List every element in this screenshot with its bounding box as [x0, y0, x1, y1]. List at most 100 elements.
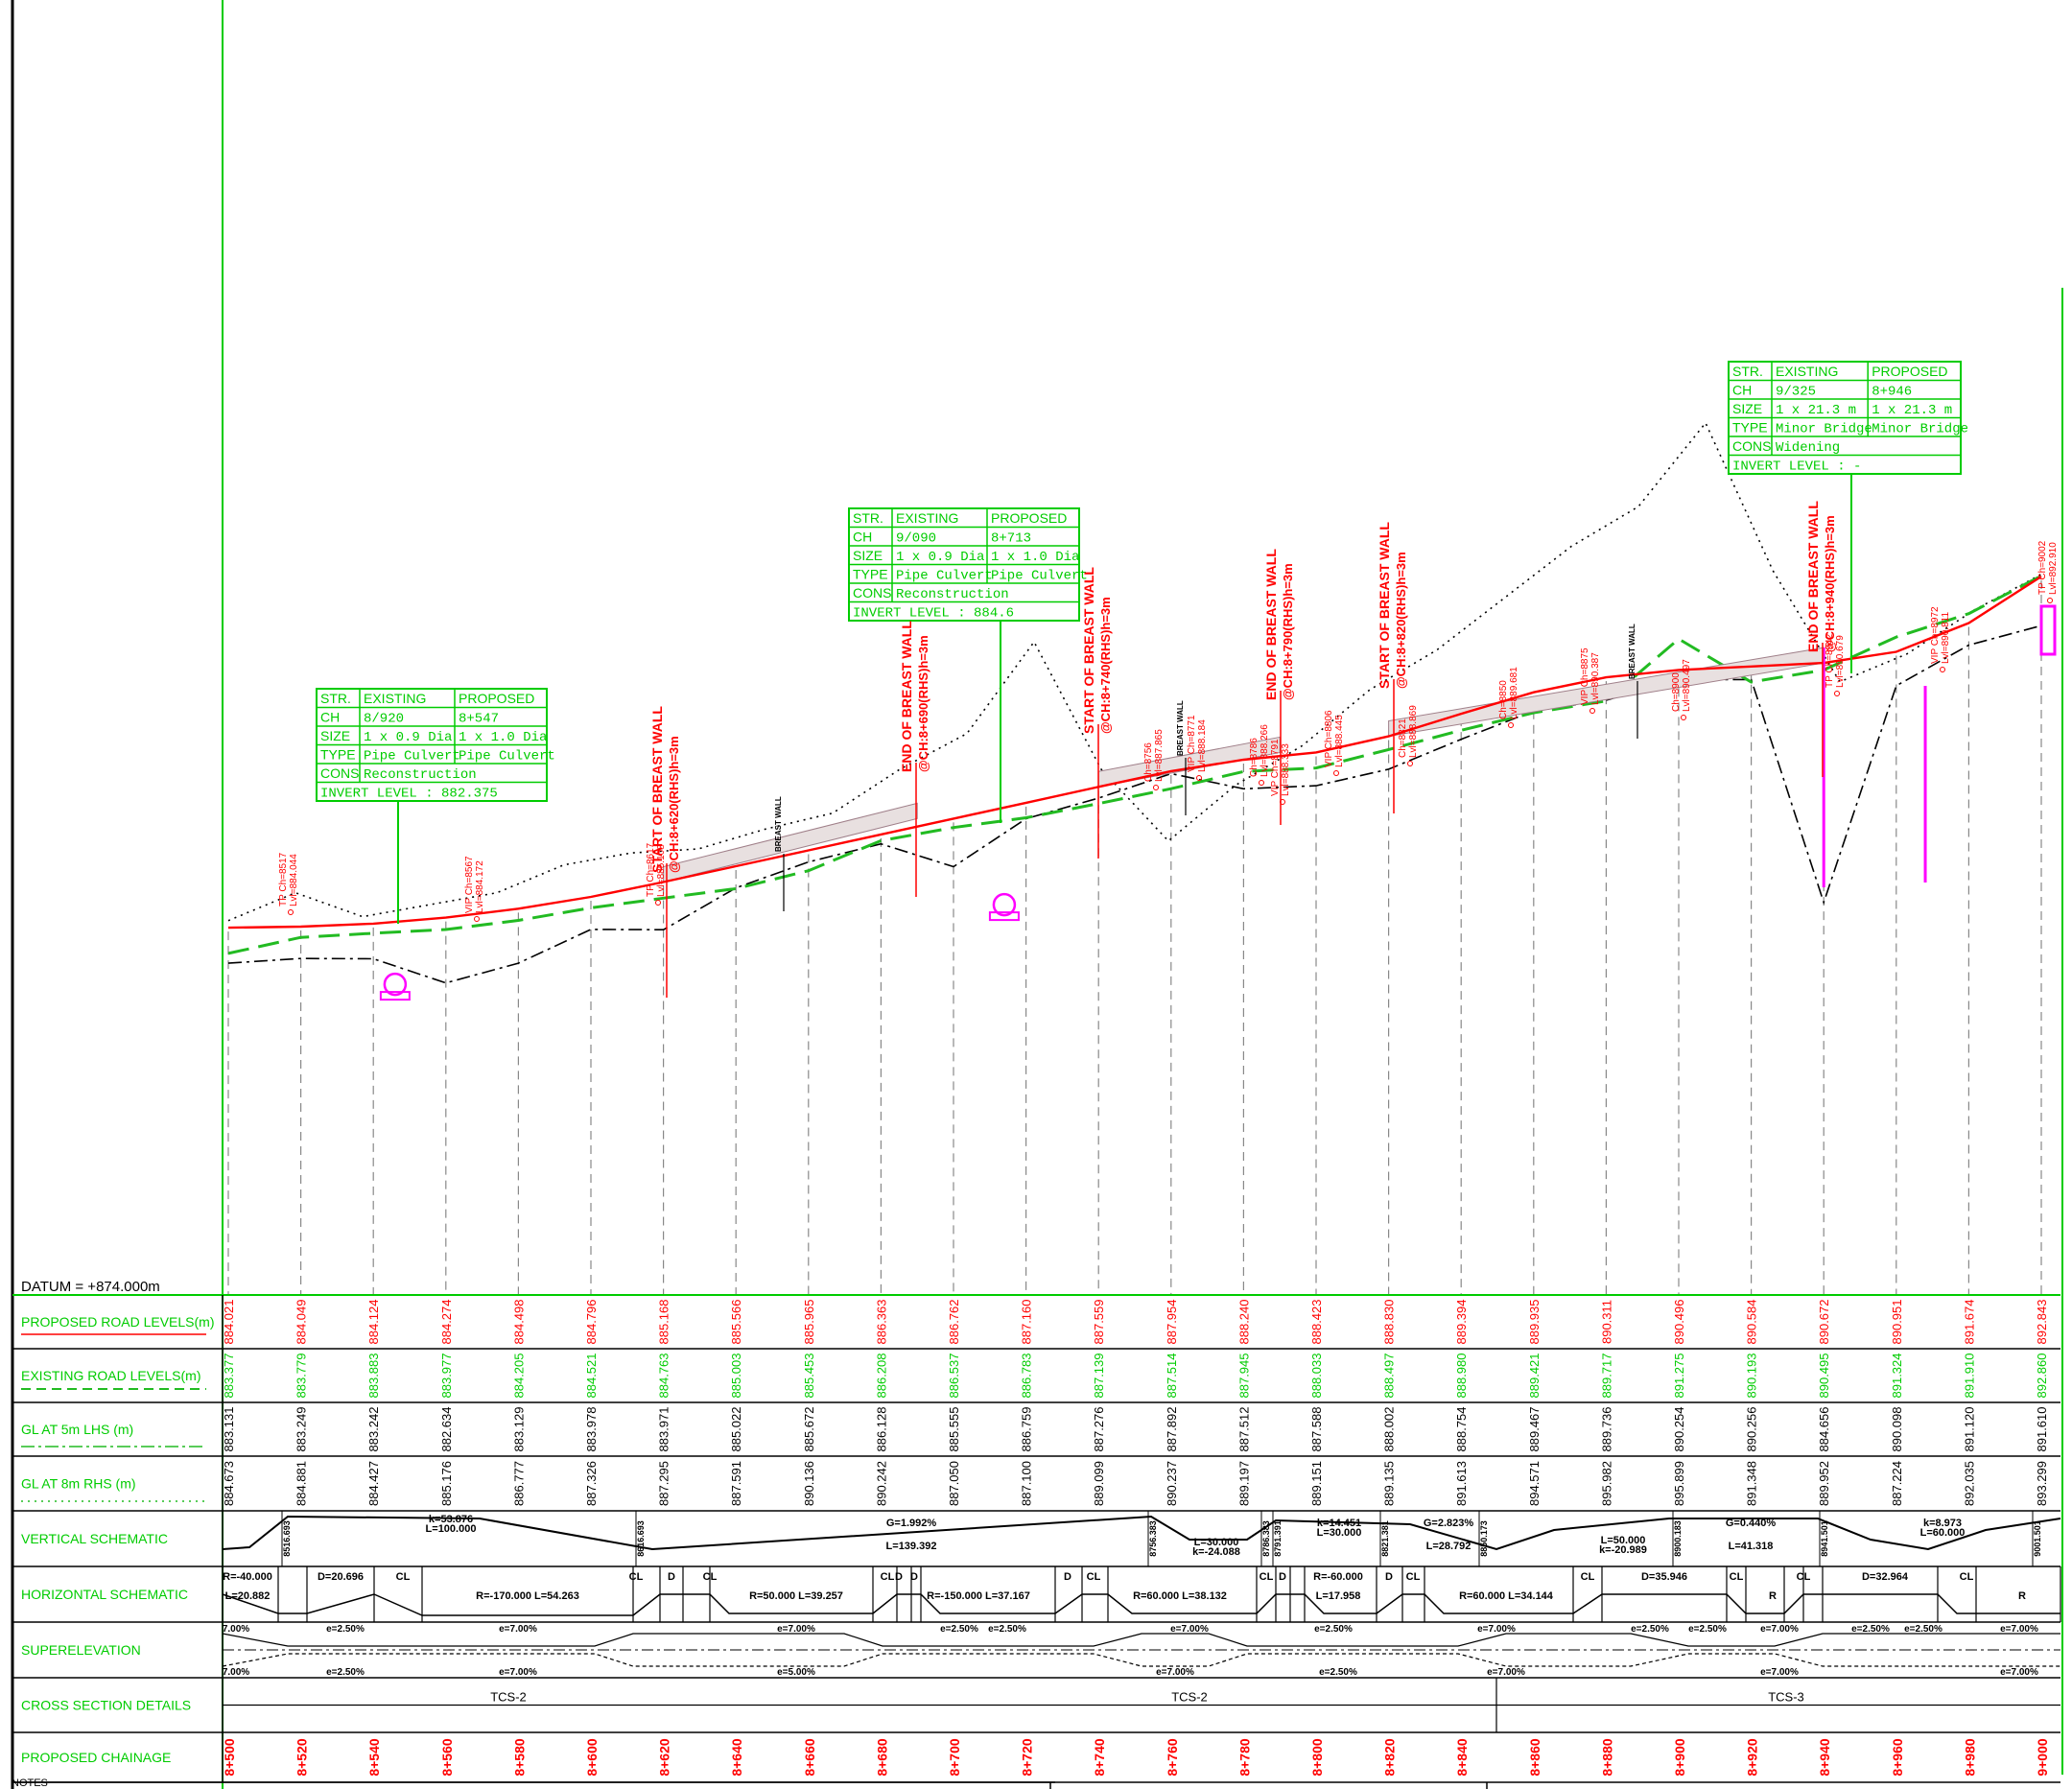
ip-marker	[1834, 691, 1840, 696]
superelevation-label: e=2.50%	[1314, 1624, 1353, 1635]
wall-note-text: @CH:8+690(RHS)h=3m	[916, 635, 930, 772]
horizontal-schematic-line	[222, 1593, 2060, 1616]
band-value: 890.098	[1890, 1407, 1904, 1452]
vertical-schematic-label: G=2.823%	[1424, 1518, 1474, 1529]
ground-lhs-dashdot-line	[227, 624, 2042, 984]
chainage-value: 8+940	[1817, 1738, 1832, 1777]
band-value: 893.299	[2035, 1461, 2049, 1506]
horizontal-schematic-label: R	[1769, 1590, 1777, 1602]
band-value: 891.674	[1962, 1300, 1976, 1345]
horizontal-schematic-label: D	[668, 1571, 675, 1583]
ip-marker	[1508, 722, 1514, 728]
band-value: 894.571	[1527, 1461, 1542, 1506]
band-value: 891.324	[1890, 1354, 1904, 1399]
structure-cell: Pipe Culvert	[364, 749, 460, 765]
superelevation-label: e=7.00%	[1487, 1667, 1525, 1678]
ip-marker	[1280, 799, 1285, 805]
horizontal-schematic-label: R=-60.000	[1313, 1571, 1363, 1583]
chainage-value: 8+780	[1236, 1738, 1252, 1777]
vertical-schematic-label: L=100.000	[426, 1523, 477, 1535]
ip-marker	[655, 900, 661, 906]
band-value: 883.977	[439, 1354, 454, 1399]
horizontal-schematic-label: D=35.946	[1641, 1571, 1687, 1583]
chainage-value: 8+980	[1962, 1738, 1977, 1777]
band-value: 887.945	[1236, 1354, 1251, 1399]
band-value: 883.978	[584, 1407, 599, 1452]
structure-cell: Reconstruction	[896, 587, 1009, 602]
band-value: 889.467	[1527, 1407, 1542, 1452]
band-value: 891.610	[2035, 1407, 2049, 1452]
structure-cell: 1 x 0.9 Dia	[364, 730, 452, 745]
structure-cell: 1 x 21.3 m	[1776, 403, 1856, 418]
superelevation-right-edge	[222, 1653, 2060, 1667]
band-value: 890.237	[1165, 1461, 1179, 1506]
band-value: 886.762	[947, 1300, 961, 1345]
superelevation-label: e=2.50%	[1904, 1624, 1942, 1635]
horizontal-schematic-label: D	[1385, 1571, 1393, 1583]
horizontal-schematic-label: R=60.000 L=34.144	[1459, 1590, 1554, 1602]
band-value: 889.151	[1309, 1461, 1324, 1506]
ip-label: TP Ch=9002	[2037, 540, 2048, 595]
band-value: 887.050	[947, 1461, 961, 1506]
chainage-value: 8+920	[1745, 1738, 1760, 1777]
horizontal-schematic-label: R=-40.000	[223, 1571, 272, 1583]
chainage-value: 8+740	[1092, 1738, 1107, 1777]
ip-label: VIP Ch=8567	[464, 856, 475, 913]
band-value: 892.843	[2035, 1300, 2049, 1345]
horizontal-schematic-label: CL	[1730, 1571, 1744, 1583]
band-value: 889.717	[1599, 1354, 1613, 1399]
vertical-ip-label: 8516.693	[282, 1520, 292, 1557]
structure-table: STR. EXISTING PROPOSED CH 9/325 8+946 SIZE 1 x …	[1728, 361, 1968, 673]
band-value: 886.128	[874, 1407, 888, 1452]
chainage-value: 8+760	[1165, 1738, 1180, 1777]
structure-header: EXISTING	[364, 691, 426, 706]
band-value: 884.881	[294, 1461, 309, 1506]
band-value: 890.672	[1817, 1300, 1831, 1345]
superelevation-label: e=7.00%	[499, 1624, 537, 1635]
ip-label: Lvl=888.266	[1260, 724, 1270, 777]
band-value: 888.002	[1382, 1407, 1397, 1452]
proposed-road-line	[227, 575, 2042, 930]
band-value: 890.584	[1745, 1300, 1759, 1345]
superelevation-label: e=2.50%	[326, 1667, 365, 1678]
band-value: 888.240	[1236, 1300, 1251, 1345]
culvert-icon	[992, 892, 1017, 917]
structure-cell: 1 x 1.0 Dia	[991, 550, 1079, 565]
superelevation-label: e=2.50%	[326, 1624, 365, 1635]
band-value: 889.421	[1527, 1354, 1542, 1399]
wall-note-text: @CH:8+620(RHS)h=3m	[667, 736, 681, 873]
structure-header: EXISTING	[1776, 364, 1838, 379]
superelevation-label: e=7.00%	[777, 1624, 815, 1635]
structure-cell: Pipe Culvert	[991, 569, 1088, 584]
band-value: 885.453	[802, 1354, 816, 1399]
band-value: 885.965	[802, 1300, 816, 1345]
superelevation-label: e=7.00%	[1477, 1624, 1516, 1635]
superelevation-label: e=2.50%	[1688, 1624, 1727, 1635]
structure-cell: 9/325	[1776, 385, 1816, 400]
ip-label: Lvl=888.445	[1334, 715, 1345, 767]
band-value: 886.777	[511, 1461, 526, 1506]
wall-note-text: END OF BREAST WALL	[1805, 501, 1821, 652]
horizontal-schematic-label: CL	[1087, 1571, 1101, 1583]
culvert-icon	[383, 972, 408, 997]
band-value: 887.588	[1309, 1407, 1324, 1452]
structure-cell: CH	[853, 530, 872, 545]
structure-header: PROPOSED	[991, 510, 1067, 526]
ip-label: Lvl=890.497	[1682, 659, 1692, 712]
structure-cell: 1 x 0.9 Dia	[896, 550, 984, 565]
structure-invert: INVERT LEVEL : -	[1732, 459, 1861, 475]
horizontal-schematic-label: CL	[629, 1571, 644, 1583]
band-value: 889.099	[1092, 1461, 1106, 1506]
band-value: 887.224	[1890, 1461, 1904, 1506]
horizontal-schematic-label: R=-150.000 L=37.167	[927, 1590, 1030, 1602]
band-value: 887.100	[1020, 1461, 1034, 1506]
vertical-schematic-label: L=60.000	[1920, 1527, 1966, 1539]
vertical-schematic-label: L=139.392	[886, 1541, 937, 1552]
band-value: 884.124	[366, 1300, 381, 1345]
structure-invert: INVERT LEVEL : 884.6	[853, 606, 1014, 622]
structure-cell: SIZE	[853, 548, 883, 563]
chainage-value: 8+540	[366, 1738, 382, 1777]
horizontal-schematic-label: D=32.964	[1862, 1571, 1909, 1583]
band-value: 885.003	[729, 1354, 743, 1399]
horizontal-schematic-label: D	[1279, 1571, 1286, 1583]
